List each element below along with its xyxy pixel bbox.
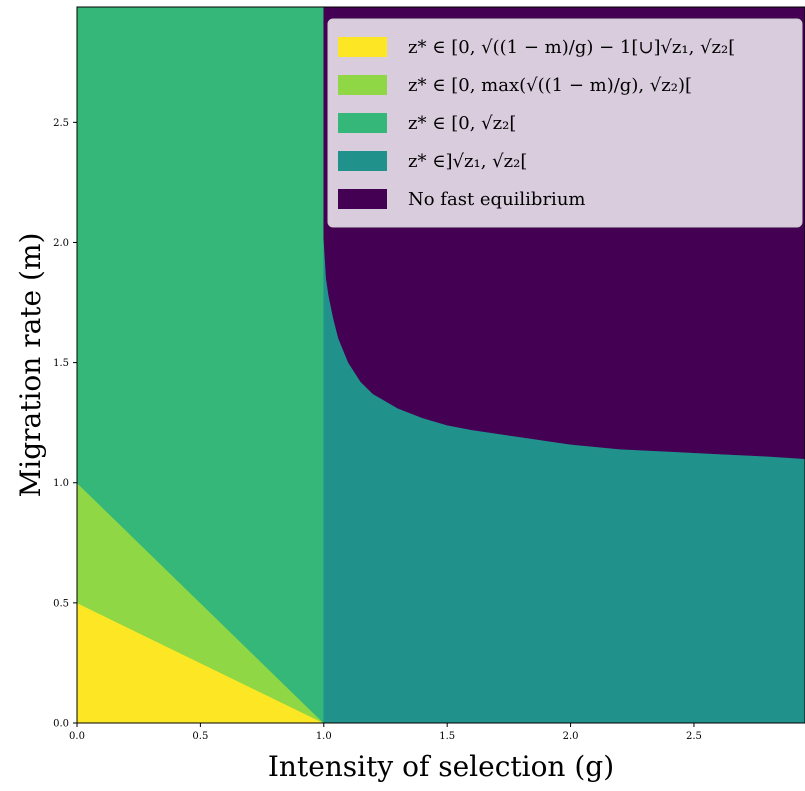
x-tick-label: 2.5 [686,731,702,742]
y-tick-label: 2.5 [53,118,69,129]
x-tick-label: 1.5 [439,731,455,742]
legend-swatch-2 [338,75,387,95]
legend-label-2: z* ∈ [0, max(√((1 − m)/g), √z₂)[ [408,75,692,96]
legend-swatch-1 [338,37,387,57]
legend-label-4: z* ∈]√z₁, √z₂[ [408,151,527,172]
axes-layer: 0.0 0.5 1.0 1.5 2.0 2.5 0.0 0.5 1.0 1.5 2.0 2.5 [53,6,805,742]
x-tick-label: 2.0 [563,731,579,742]
legend-swatch-4 [338,151,387,171]
legend-swatch-5 [338,189,387,209]
x-tick-label: 1.0 [316,731,332,742]
legend-swatch-3 [338,113,387,133]
x-tick-label: 0.5 [192,731,208,742]
legend-label-5: No fast equilibrium [408,189,585,210]
legend-label-3: z* ∈ [0, √z₂[ [408,113,516,134]
y-axis-label: Migration rate (m) [14,233,47,498]
y-tick-label: 0.5 [53,598,69,609]
y-tick-label: 1.0 [53,478,69,489]
legend: z* ∈ [0, √((1 − m)/g) − 1[∪]√z₁, √z₂[ z* … [327,18,803,228]
y-tick-label: 0.0 [53,719,69,730]
legend-box [327,18,803,228]
x-axis-label: Intensity of selection (g) [268,750,614,783]
plot-frame [76,6,805,724]
x-tick-label: 0.0 [69,731,85,742]
y-tick-label: 2.0 [53,238,69,249]
y-tick-label: 1.5 [53,358,69,369]
legend-label-1: z* ∈ [0, √((1 − m)/g) − 1[∪]√z₁, √z₂[ [408,37,735,58]
